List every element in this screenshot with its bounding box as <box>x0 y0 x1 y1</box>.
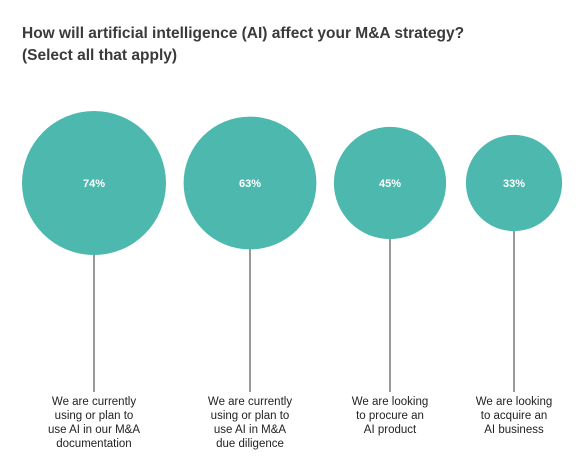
category-label-line: We are looking <box>459 395 569 409</box>
bubble-value-label: 63% <box>239 178 261 190</box>
bubble-value-label: 45% <box>379 178 401 190</box>
category-label-line: AI business <box>459 423 569 437</box>
category-label-line: AI product <box>335 423 445 437</box>
category-label-line: using or plan to <box>195 409 305 423</box>
category-label-documentation: We are currently using or plan to use AI… <box>39 395 149 451</box>
category-label-line: use AI in M&A <box>195 423 305 437</box>
category-label-line: We are looking <box>335 395 445 409</box>
category-label-line: to acquire an <box>459 409 569 423</box>
category-label-line: to procure an <box>335 409 445 423</box>
bubble-value-label: 74% <box>83 178 105 190</box>
bubble-value-label: 33% <box>503 178 525 190</box>
category-label-acquire-ai-business: We are looking to acquire an AI business <box>459 395 569 437</box>
category-label-line: using or plan to <box>39 409 149 423</box>
category-label-line: due diligence <box>195 437 305 451</box>
category-label-line: use AI in our M&A <box>39 423 149 437</box>
category-label-due-diligence: We are currently using or plan to use AI… <box>195 395 305 451</box>
category-label-line: We are currently <box>39 395 149 409</box>
category-label-line: documentation <box>39 437 149 451</box>
category-label-procure-ai-product: We are looking to procure an AI product <box>335 395 445 437</box>
category-label-line: We are currently <box>195 395 305 409</box>
